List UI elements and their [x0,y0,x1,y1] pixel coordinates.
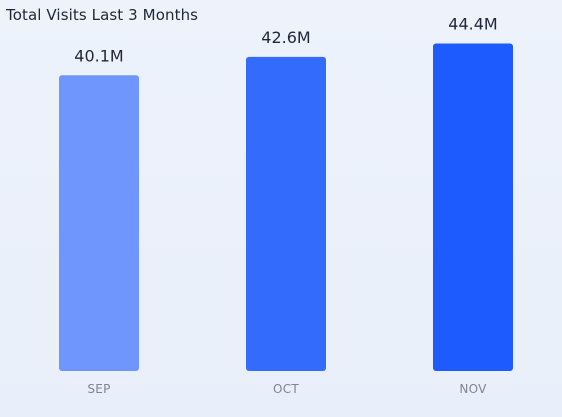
value-label-sep: 40.1M [74,46,123,65]
category-label-oct: OCT [273,382,299,396]
value-label-nov: 44.4M [448,15,497,34]
bar-sep[interactable] [59,75,139,371]
category-label-nov: NOV [459,382,487,396]
labels-layer: 40.1M SEP 42.6M OCT 44.4M NOV [74,15,497,396]
chart-title: Total Visits Last 3 Months [6,6,199,24]
bar-oct[interactable] [246,56,326,371]
bar-nov[interactable] [433,43,513,372]
bars-layer [59,43,513,372]
category-label-sep: SEP [87,382,110,396]
value-label-oct: 42.6M [261,28,310,47]
